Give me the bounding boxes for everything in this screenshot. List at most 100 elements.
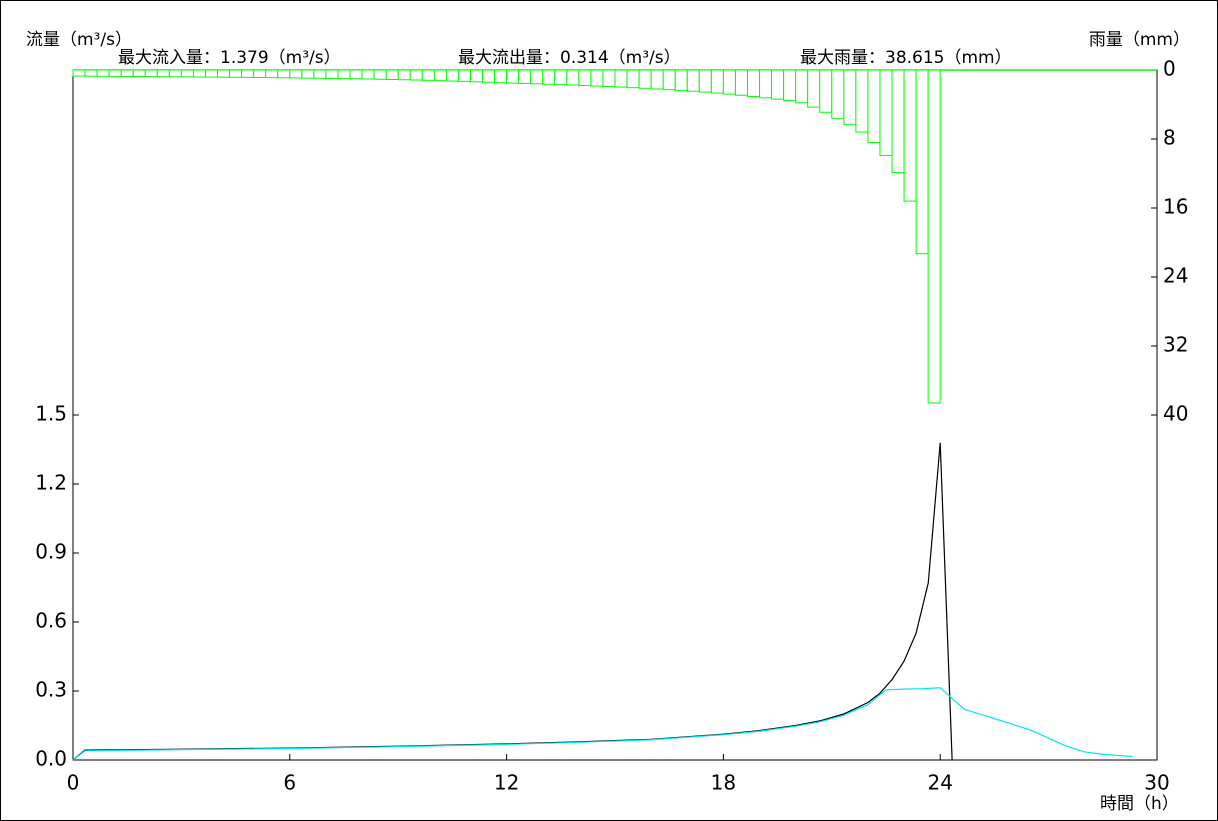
rain-bar [915, 69, 929, 255]
rain-bar [698, 69, 712, 93]
rain-bar [409, 69, 423, 81]
y2-tick-label: 40 [1163, 402, 1188, 426]
rain-bar [542, 69, 556, 85]
rain-bar [265, 69, 279, 79]
y2-tick-label: 32 [1163, 333, 1188, 357]
rain-bar [903, 69, 917, 202]
rain-bar [795, 69, 809, 104]
rain-bar [156, 69, 170, 78]
rain-bar [566, 69, 580, 86]
rain-bar [819, 69, 833, 113]
x-axis-label: 時間（h） [1100, 794, 1179, 814]
y-tick-label: 0.0 [35, 747, 67, 771]
rain-bar [301, 69, 315, 79]
y2-tick-label: 16 [1163, 195, 1188, 219]
rain-bar [373, 69, 387, 80]
y2-tick-label: 8 [1163, 126, 1176, 150]
x-tick-label: 30 [1144, 771, 1169, 795]
y-axis-label: 流量（m³/s） [26, 30, 132, 50]
rain-bar [120, 69, 134, 77]
rain-bar [241, 69, 255, 78]
rain-bar [457, 69, 471, 82]
rain-bar [84, 69, 98, 77]
rain-bar [325, 69, 339, 79]
rain-bar [217, 69, 231, 78]
rain-bar [554, 69, 568, 86]
rain-bar [144, 69, 158, 78]
rain-bar [337, 69, 351, 80]
rain-bar [192, 69, 206, 78]
y2-tick-label: 0 [1163, 57, 1176, 81]
rain-bar [638, 69, 652, 89]
rain-bar [313, 69, 327, 79]
rain-bar [469, 69, 484, 83]
rain-bar [168, 69, 182, 78]
rain-bar [602, 69, 616, 88]
y-tick-label: 0.9 [35, 540, 67, 564]
x-tick-label: 18 [711, 771, 736, 795]
rain-bar [229, 69, 243, 78]
rain-bar [662, 69, 676, 91]
rain-bar [843, 69, 857, 125]
rain-bar [253, 69, 267, 79]
rain-bar [397, 69, 411, 81]
flow-line [72, 687, 1133, 761]
rain-bar [518, 69, 532, 84]
rain-bar [277, 69, 291, 79]
rain-bar [108, 69, 122, 77]
rain-bar [759, 69, 773, 99]
rain-bar [421, 69, 435, 81]
rain-bar [132, 69, 146, 78]
rain-bar [650, 69, 664, 90]
x-tick-label: 12 [494, 771, 519, 795]
y-tick-label: 1.5 [35, 402, 67, 426]
rain-bar [674, 69, 688, 91]
rain-bar [96, 69, 110, 77]
rain-bar [361, 69, 375, 80]
rain-bar [445, 69, 459, 82]
x-tick-label: 6 [283, 771, 296, 795]
rain-bar [710, 69, 724, 94]
rain-bar [771, 69, 785, 100]
rain-bar [614, 69, 628, 88]
x-tick-label: 24 [927, 771, 952, 795]
rain-bar [530, 69, 544, 85]
rain-bar [783, 69, 797, 102]
annotation: 最大雨量：38.615（mm） [800, 48, 1012, 68]
rain-bar [722, 69, 736, 95]
annotation: 最大流出量：0.314（m³/s） [458, 48, 681, 68]
y2-tick-label: 24 [1163, 264, 1188, 288]
x-tick-label: 0 [67, 771, 80, 795]
rain-bar [433, 69, 447, 82]
rain-bar [180, 69, 194, 78]
rain-bar [879, 69, 893, 156]
rain-bar [385, 69, 399, 80]
rain-bar [506, 69, 520, 84]
y2-axis-label: 雨量（mm） [1089, 30, 1190, 50]
rain-bar [891, 69, 905, 174]
rain-bar [867, 69, 881, 143]
rain-bar [72, 69, 86, 77]
rain-bar [831, 69, 845, 119]
rain-bar [289, 69, 303, 79]
rain-bar [734, 69, 748, 96]
rain-bar [855, 69, 869, 133]
rain-bar [349, 69, 363, 80]
annotation: 最大流入量：1.379（m³/s） [118, 48, 341, 68]
rain-bar [578, 69, 592, 87]
rain-bar [482, 69, 496, 83]
rain-bar [746, 69, 761, 97]
rain-bar [807, 69, 821, 108]
rain-bar [686, 69, 700, 92]
rain-bar [204, 69, 219, 78]
y-tick-label: 1.2 [35, 471, 67, 495]
rain-bar [590, 69, 604, 87]
y-tick-label: 0.3 [35, 678, 67, 702]
rain-bar [927, 69, 941, 404]
rain-bar [494, 69, 508, 84]
y-tick-label: 0.6 [35, 609, 67, 633]
rain-bar [626, 69, 640, 89]
